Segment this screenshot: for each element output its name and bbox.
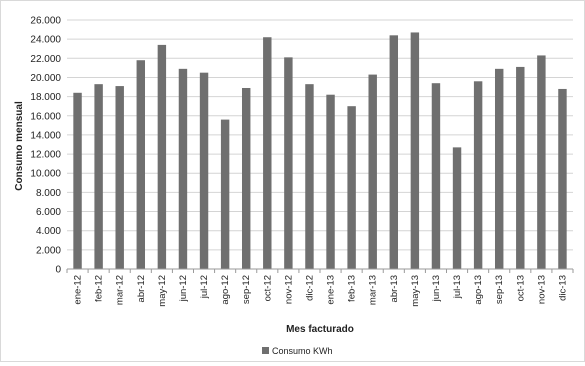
- bar: [178, 68, 188, 269]
- x-tick-label: oct-13: [515, 275, 526, 301]
- y-tick-label: 18.000: [30, 92, 61, 103]
- y-tick-label: 14.000: [30, 130, 61, 141]
- y-tick-label: 24.000: [30, 35, 61, 46]
- bar: [305, 84, 314, 270]
- x-tick-label: feb-13: [347, 275, 358, 302]
- y-axis-label: Consumo mensual: [14, 101, 25, 191]
- x-tick-label: ene-13: [326, 275, 337, 305]
- bar: [473, 81, 483, 270]
- x-tick-label: nov-12: [283, 275, 294, 304]
- bar: [558, 88, 567, 269]
- y-tick-label: 8.000: [36, 188, 61, 199]
- x-axis-label: Mes facturado: [286, 324, 354, 335]
- x-tick-label: may-13: [410, 275, 421, 307]
- bar: [494, 68, 504, 269]
- bar: [284, 57, 293, 269]
- y-tick-label: 0: [55, 265, 61, 276]
- x-tick-label: dic-12: [304, 275, 315, 301]
- bar: [115, 86, 124, 269]
- x-tick-label: ago-13: [473, 275, 484, 305]
- x-tick-label: sep-12: [241, 275, 252, 304]
- bar: [157, 44, 167, 270]
- x-tick-label: jun-13: [431, 275, 442, 302]
- x-tick-label: jun-12: [178, 275, 189, 302]
- x-tick-label: abr-12: [136, 275, 147, 302]
- x-tick-label: mar-12: [115, 275, 126, 305]
- bar: [410, 32, 420, 270]
- bar: [431, 83, 441, 269]
- x-tick-label: ene-12: [73, 275, 84, 305]
- y-axis-ticks: 0 2.000 4.000 6.000 8.000 10.000 12.000 14.000 1…: [30, 16, 61, 276]
- y-tick-label: 4.000: [36, 226, 61, 237]
- y-tick-label: 12.000: [30, 150, 61, 161]
- x-tick-label: jul-13: [452, 275, 463, 299]
- x-tick-label: oct-12: [262, 275, 273, 301]
- bar: [220, 119, 230, 269]
- y-tick-label: 2.000: [36, 245, 61, 256]
- bar: [516, 66, 525, 269]
- gridlines: [67, 19, 573, 251]
- legend: Consumo KWh: [262, 346, 333, 356]
- y-tick-label: 6.000: [36, 207, 61, 218]
- x-tick-label: may-12: [157, 275, 168, 307]
- bar: [199, 72, 209, 269]
- legend-label: Consumo KWh: [272, 346, 333, 356]
- x-tick-label: feb-12: [94, 275, 105, 302]
- x-tick-label: dic-13: [557, 275, 568, 301]
- bar: [136, 60, 146, 269]
- x-tick-label: jul-12: [199, 275, 210, 299]
- bar: [347, 106, 356, 269]
- x-tick-label: sep-13: [494, 275, 505, 304]
- x-tick-label: abr-13: [389, 275, 400, 302]
- y-tick-label: 22.000: [30, 54, 61, 65]
- bar: [326, 94, 335, 269]
- x-tick-label: nov-13: [536, 275, 547, 304]
- x-tick-label: ago-12: [220, 275, 231, 305]
- bar: [73, 92, 82, 270]
- bar: [94, 84, 103, 270]
- y-tick-label: 26.000: [30, 16, 61, 27]
- legend-swatch: [262, 347, 269, 354]
- bar: [241, 87, 251, 269]
- bar: [452, 147, 462, 269]
- bar: [389, 35, 399, 270]
- bars: [73, 32, 567, 270]
- x-axis-ticks: ene-12 feb-12 mar-12 abr-12 may-12 jun-12 jul-…: [66, 269, 574, 307]
- y-tick-label: 20.000: [30, 73, 61, 84]
- bar: [537, 55, 546, 269]
- y-tick-label: 16.000: [30, 111, 61, 122]
- bar: [263, 37, 272, 269]
- bar: [368, 74, 377, 269]
- x-tick-label: mar-13: [368, 275, 379, 305]
- y-tick-label: 10.000: [30, 169, 61, 180]
